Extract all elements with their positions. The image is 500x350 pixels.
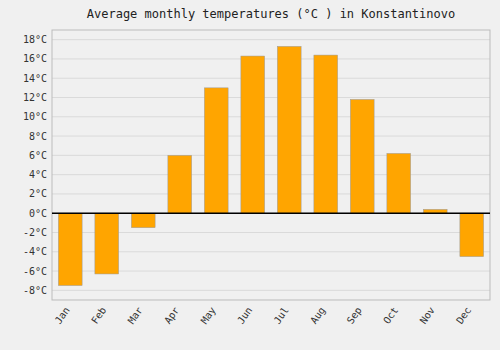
- x-tick-label: Nov: [418, 305, 437, 326]
- x-tick-label: Jul: [272, 305, 291, 326]
- bar: [58, 213, 82, 285]
- y-tick-label: 0°C: [29, 208, 47, 219]
- grid: [52, 40, 490, 291]
- y-tick-label: 12°C: [23, 92, 47, 103]
- x-tick-label: Dec: [454, 305, 473, 326]
- bar: [277, 46, 301, 213]
- y-tick-label: -4°C: [23, 246, 47, 257]
- y-tick-label: 4°C: [29, 169, 47, 180]
- bars: [52, 46, 490, 285]
- grid-line: [52, 39, 490, 40]
- x-tick-label: May: [199, 305, 218, 326]
- bar: [95, 213, 119, 274]
- y-tick-label: -6°C: [23, 266, 47, 277]
- x-tick-label: Oct: [381, 305, 400, 326]
- y-tick-label: 18°C: [23, 34, 47, 45]
- x-tick-label: Apr: [162, 305, 181, 326]
- grid-line: [52, 136, 490, 137]
- y-tick-label: -2°C: [23, 227, 47, 238]
- y-tick-label: -8°C: [23, 285, 47, 296]
- y-tick-label: 16°C: [23, 53, 47, 64]
- chart: Average monthly temperatures (°C ) in Ko…: [0, 0, 500, 350]
- grid-line: [52, 174, 490, 175]
- title: Average monthly temperatures (°C ) in Ko…: [87, 7, 455, 21]
- x-tick-label: Feb: [89, 305, 108, 326]
- bar: [204, 88, 228, 213]
- plot-frame: [52, 30, 490, 300]
- bar: [241, 56, 265, 213]
- bar: [168, 155, 192, 213]
- zero-line: [52, 212, 490, 214]
- y-tick-label: 6°C: [29, 150, 47, 161]
- x-tick-label: Sep: [345, 305, 364, 326]
- grid-line: [52, 213, 490, 214]
- bar: [131, 213, 155, 227]
- grid-line: [52, 116, 490, 117]
- bar: [460, 213, 484, 256]
- grid-line: [52, 78, 490, 79]
- y-tick-label: 8°C: [29, 131, 47, 142]
- y-tick-label: 2°C: [29, 188, 47, 199]
- x-tick-label: Aug: [308, 305, 327, 326]
- bar: [314, 55, 338, 213]
- chart-container: Average monthly temperatures (°C ) in Ko…: [0, 0, 500, 350]
- x-tick-label: Jun: [235, 305, 254, 326]
- y-tick-label: 14°C: [23, 73, 47, 84]
- grid-line: [52, 193, 490, 194]
- grid-line: [52, 290, 490, 291]
- x-tick-label: Mar: [126, 305, 145, 326]
- bar: [350, 99, 374, 213]
- grid-line: [52, 155, 490, 156]
- grid-line: [52, 97, 490, 98]
- bar: [387, 153, 411, 213]
- x-tick-label: Jan: [53, 305, 72, 326]
- y-tick-label: 10°C: [23, 111, 47, 122]
- grid-line: [52, 58, 490, 59]
